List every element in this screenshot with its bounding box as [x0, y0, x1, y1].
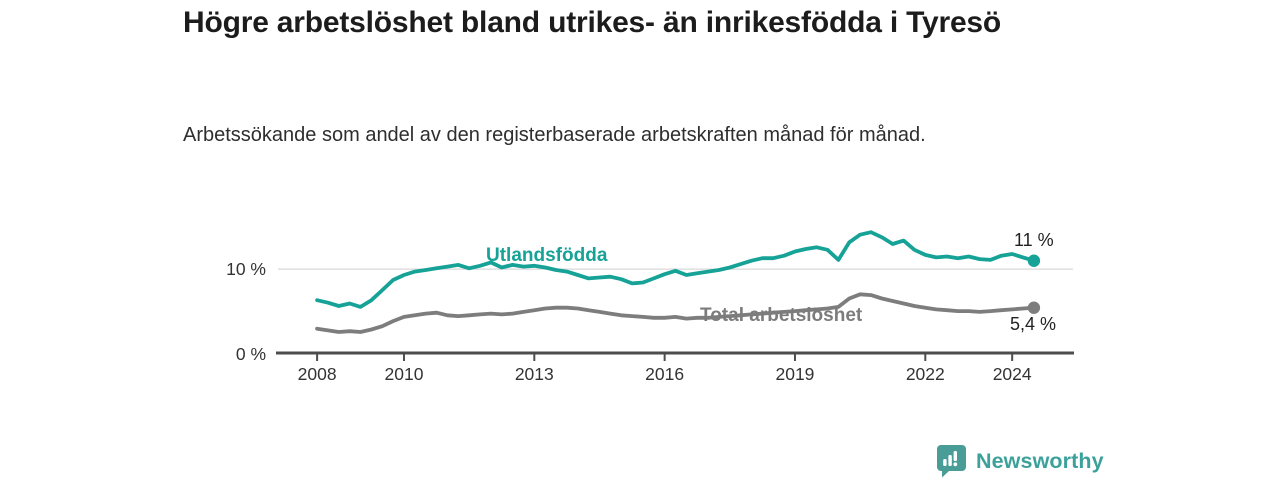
series-end-dot-1 [1027, 301, 1041, 314]
newsworthy-wordmark: Newsworthy [976, 448, 1104, 473]
series-line-1 [315, 292, 1036, 334]
series-end-dot-0 [1027, 254, 1041, 267]
y-axis-tick-label-10: 10 % [226, 259, 266, 279]
x-axis-tick-label-2016: 2016 [645, 364, 685, 384]
x-axis-tick-label-2022: 2022 [905, 364, 945, 384]
y-axis-tick-label-0: 0 % [235, 344, 266, 364]
x-axis-tick-label-2008: 2008 [297, 364, 337, 384]
newsworthy-logo[interactable]: Newsworthy [936, 444, 1104, 478]
series-label-total-arbetsloshet: Total arbetslöshet [700, 305, 863, 326]
x-axis-tick-label-2013: 2013 [514, 364, 554, 384]
series-line-0 [315, 230, 1036, 309]
end-value-label-total-arbetsloshet: 5,4 % [1010, 314, 1057, 334]
x-axis-tick-label-2024: 2024 [992, 364, 1032, 384]
end-value-label-utlandsfodda: 11 % [1014, 230, 1054, 250]
series-label-utlandsfodda: Utlandsfödda [486, 245, 608, 266]
newsworthy-speech-bubble-bar-chart-icon [937, 445, 966, 478]
chart-title: Högre arbetslöshet bland utrikes- än inr… [183, 6, 1002, 39]
chart-subtitle: Arbetssökande som andel av den registerb… [183, 124, 926, 146]
x-axis-tick-label-2010: 2010 [384, 364, 424, 384]
x-axis-tick-label-2019: 2019 [775, 364, 815, 384]
